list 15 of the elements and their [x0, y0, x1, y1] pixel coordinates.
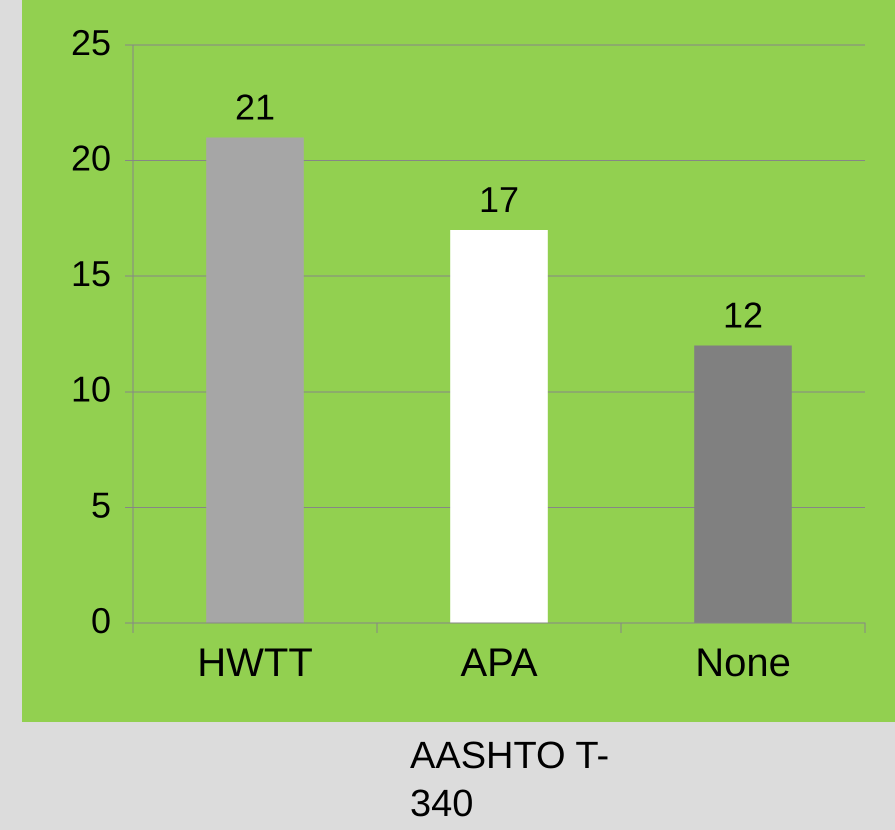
text: AASHTO T-340 — [410, 734, 610, 827]
data-label: 17 — [478, 178, 520, 220]
y-tick-label: 5 — [90, 484, 111, 526]
y-tick-label: 15 — [70, 253, 111, 294]
x-tick-label: None — [695, 641, 791, 686]
data-label: 21 — [234, 86, 276, 128]
y-tick-label: 20 — [70, 138, 111, 179]
data-label: 12 — [722, 294, 764, 336]
x-tick-label: APA — [460, 641, 538, 686]
y-tick-label: 10 — [70, 368, 111, 410]
bar — [206, 137, 304, 622]
x-tick-label: HWTT — [197, 641, 313, 686]
bar — [450, 230, 548, 622]
y-tick-label: 0 — [90, 600, 111, 641]
y-tick-label: 25 — [70, 22, 111, 63]
